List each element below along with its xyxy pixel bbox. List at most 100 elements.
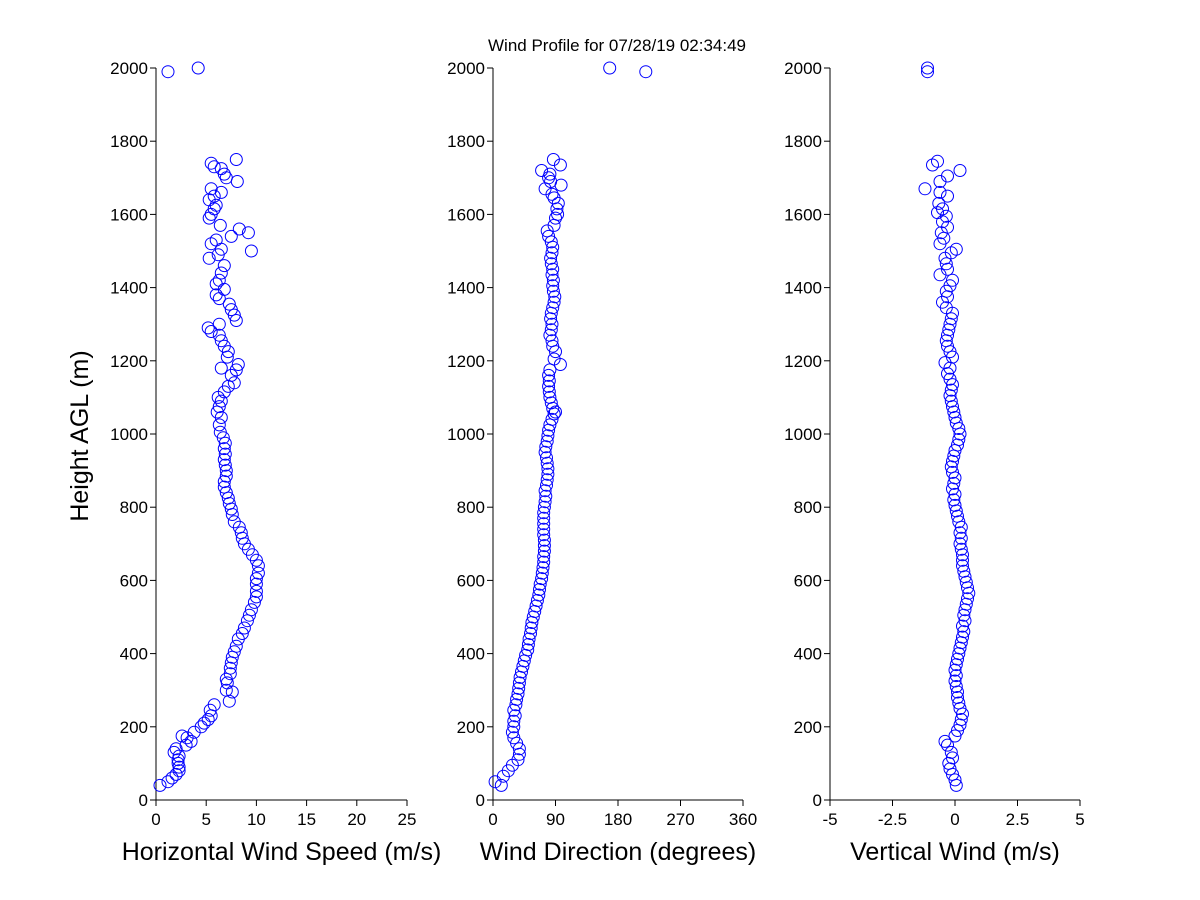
vertical-wind-data-point — [918, 182, 932, 196]
wind-direction-x-tick-label: 180 — [604, 810, 632, 829]
wind-direction-data-point — [541, 462, 555, 476]
wind-direction-data-point — [542, 229, 556, 243]
horizontal-wind-speed-data-point — [172, 764, 186, 778]
vertical-wind-y-tick-label: 1400 — [784, 279, 822, 298]
vertical-wind-data-point — [957, 564, 971, 578]
wind-direction-y-tick-label: 1400 — [447, 279, 485, 298]
wind-direction-y-tick-label: 1200 — [447, 352, 485, 371]
vertical-wind-data-point — [951, 509, 964, 523]
vertical-wind-data-point — [948, 773, 962, 787]
horizontal-wind-speed-data-point — [214, 162, 228, 176]
vertical-wind-x-tick-label: 5 — [1075, 810, 1084, 829]
horizontal-wind-speed-data-point — [161, 775, 175, 789]
horizontal-wind-speed-data-point — [202, 193, 216, 207]
vertical-wind-y-tick-label: 1800 — [784, 132, 822, 151]
vertical-wind-data-point — [954, 713, 968, 726]
wind-direction-data-point — [537, 544, 551, 558]
horizontal-wind-speed-data-point — [214, 361, 228, 375]
wind-direction-data-point — [545, 246, 559, 260]
vertical-wind-data-point — [943, 279, 957, 293]
horizontal-wind-speed-x-tick-label: 0 — [151, 810, 160, 829]
horizontal-wind-speed-data-point — [153, 778, 167, 792]
horizontal-wind-speed-data-point — [227, 376, 241, 390]
horizontal-wind-speed-data-point — [209, 277, 223, 291]
horizontal-wind-speed-data-point — [249, 590, 263, 604]
horizontal-wind-speed-data-point — [214, 266, 228, 280]
horizontal-wind-speed-x-tick-label: 25 — [398, 810, 417, 829]
wind-direction-data-point — [508, 709, 522, 723]
wind-direction-data-point — [537, 500, 551, 514]
wind-direction-data-point — [548, 290, 562, 304]
horizontal-wind-speed-data-point — [212, 317, 226, 331]
horizontal-wind-speed-data-point — [237, 621, 251, 635]
wind-direction-x-tick-label: 360 — [729, 810, 757, 829]
horizontal-wind-speed-data-point — [217, 475, 231, 489]
wind-direction-data-point — [524, 621, 538, 635]
horizontal-wind-speed-data-point — [217, 282, 231, 296]
vertical-wind-y-tick-label: 200 — [794, 718, 822, 737]
wind-direction-x-tick-label: 90 — [546, 810, 565, 829]
vertical-wind-x-tick-label: 0 — [950, 810, 959, 829]
wind-direction-data-point — [545, 334, 559, 348]
vertical-wind-data-point — [959, 575, 973, 589]
wind-direction-data-point — [543, 328, 557, 342]
horizontal-wind-speed-y-tick-label: 1200 — [110, 352, 148, 371]
vertical-wind-data-point — [944, 383, 958, 397]
horizontal-wind-speed-y-tick-label: 600 — [120, 571, 148, 590]
wind-direction-data-point — [524, 627, 537, 640]
wind-direction-data-point — [535, 566, 549, 580]
wind-direction-data-point — [537, 522, 551, 536]
wind-direction-data-point — [511, 753, 525, 767]
horizontal-wind-speed-data-point — [165, 771, 179, 785]
wind-direction-data-point — [539, 489, 553, 503]
horizontal-wind-speed-data-point — [251, 559, 265, 573]
wind-direction-x-axis-label: Wind Direction (degrees) — [480, 838, 757, 866]
vertical-wind-data-point — [931, 154, 944, 168]
vertical-wind-data-point — [941, 169, 954, 183]
horizontal-wind-speed-data-point — [244, 244, 258, 258]
wind-direction-data-point — [544, 396, 558, 410]
vertical-wind-data-point — [958, 614, 972, 628]
horizontal-wind-speed-data-point — [251, 566, 265, 580]
horizontal-wind-speed-data-point — [249, 577, 263, 591]
wind-direction-data-point — [546, 153, 560, 166]
horizontal-wind-speed-data-point — [224, 229, 238, 243]
wind-direction-data-point — [538, 495, 552, 509]
horizontal-wind-speed-data-point — [212, 418, 226, 432]
vertical-wind-data-point — [947, 476, 961, 490]
wind-direction-data-point — [512, 676, 526, 690]
panel-wind-direction: 0 200 400 600 800 1000 1200 1400 1600 1800 2000 0 90… — [447, 59, 757, 866]
wind-direction-data-point — [539, 440, 553, 454]
wind-direction-data-point — [511, 687, 525, 701]
wind-direction-y-tick-label: 600 — [457, 571, 485, 590]
vertical-wind-y-tick-label: 600 — [794, 571, 822, 590]
vertical-wind-data-point — [956, 553, 969, 567]
wind-direction-data-point — [541, 429, 555, 443]
vertical-wind-data-point — [956, 630, 969, 644]
vertical-wind-data-point — [939, 257, 953, 271]
wind-direction-data-point — [542, 368, 556, 382]
vertical-wind-data-point — [949, 669, 963, 683]
vertical-wind-data-point — [938, 734, 952, 748]
wind-direction-data-point — [545, 317, 559, 331]
wind-direction-data-point — [542, 385, 556, 399]
vertical-wind-data-point — [944, 745, 958, 759]
vertical-wind-data-point — [947, 405, 961, 419]
wind-direction-data-point — [494, 778, 508, 792]
horizontal-wind-speed-data-point — [217, 442, 231, 456]
wind-direction-data-point — [541, 467, 555, 481]
vertical-wind-data-point — [952, 433, 966, 446]
horizontal-wind-speed-data-point — [194, 720, 208, 734]
horizontal-wind-speed-data-point — [218, 436, 232, 450]
wind-direction-data-point — [537, 528, 551, 542]
horizontal-wind-speed-data-point — [213, 218, 227, 232]
wind-direction-data-point — [535, 164, 549, 177]
wind-direction-data-point — [543, 390, 557, 404]
vertical-wind-x-axis-label: Vertical Wind (m/s) — [850, 838, 1060, 866]
horizontal-wind-speed-data-point — [229, 153, 243, 166]
wind-direction-data-point — [533, 577, 547, 591]
wind-direction-data-point — [535, 572, 549, 586]
horizontal-wind-speed-x-tick-label: 5 — [201, 810, 210, 829]
horizontal-wind-speed-data-point — [219, 469, 233, 483]
horizontal-wind-speed-data-point — [201, 321, 215, 335]
